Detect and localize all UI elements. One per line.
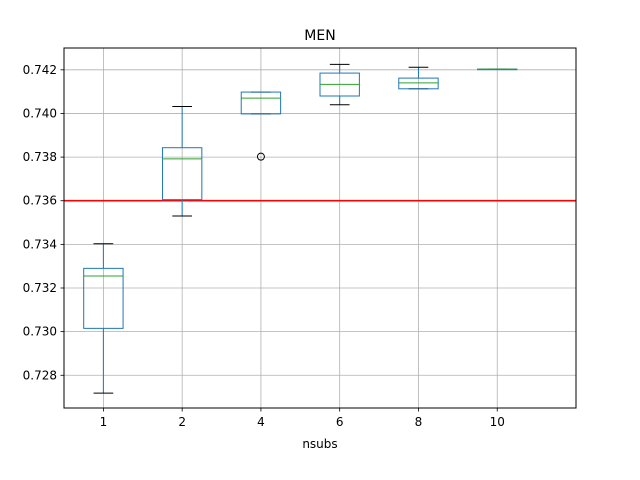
box-group xyxy=(83,63,518,394)
axis-ticks: 0.728 0.730 0.732 0.734 0.736 0.738 0.740 0.742… xyxy=(23,63,505,429)
box-8 xyxy=(398,66,439,90)
x-tick-label: 8 xyxy=(415,415,423,429)
box-body xyxy=(240,91,282,115)
y-tick-label: 0.738 xyxy=(23,150,57,164)
box-10 xyxy=(477,68,518,71)
x-tick-label: 6 xyxy=(336,415,344,429)
y-tick-label: 0.742 xyxy=(23,63,57,77)
box-2 xyxy=(161,105,203,217)
x-tick-label: 2 xyxy=(178,415,186,429)
y-tick-label: 0.732 xyxy=(23,281,57,295)
box-4 xyxy=(240,91,282,161)
x-tick-label: 4 xyxy=(257,415,265,429)
x-tick-label: 10 xyxy=(490,415,505,429)
plot-frame xyxy=(63,47,577,409)
y-tick-label: 0.734 xyxy=(23,237,57,251)
x-axis-label: nsubs xyxy=(302,437,337,451)
box-body xyxy=(398,77,439,90)
outlier-point xyxy=(256,152,265,161)
y-tick-label: 0.740 xyxy=(23,106,57,120)
y-tick-label: 0.730 xyxy=(23,325,57,339)
y-tick-label: 0.728 xyxy=(23,368,57,382)
chart-title: MEN xyxy=(304,28,335,44)
box-body xyxy=(161,147,203,201)
box-body xyxy=(83,267,124,329)
box-6 xyxy=(319,63,360,106)
grid-lines xyxy=(64,48,576,408)
box-1 xyxy=(83,243,124,394)
x-tick-label: 1 xyxy=(100,415,108,429)
y-tick-label: 0.736 xyxy=(23,194,57,208)
